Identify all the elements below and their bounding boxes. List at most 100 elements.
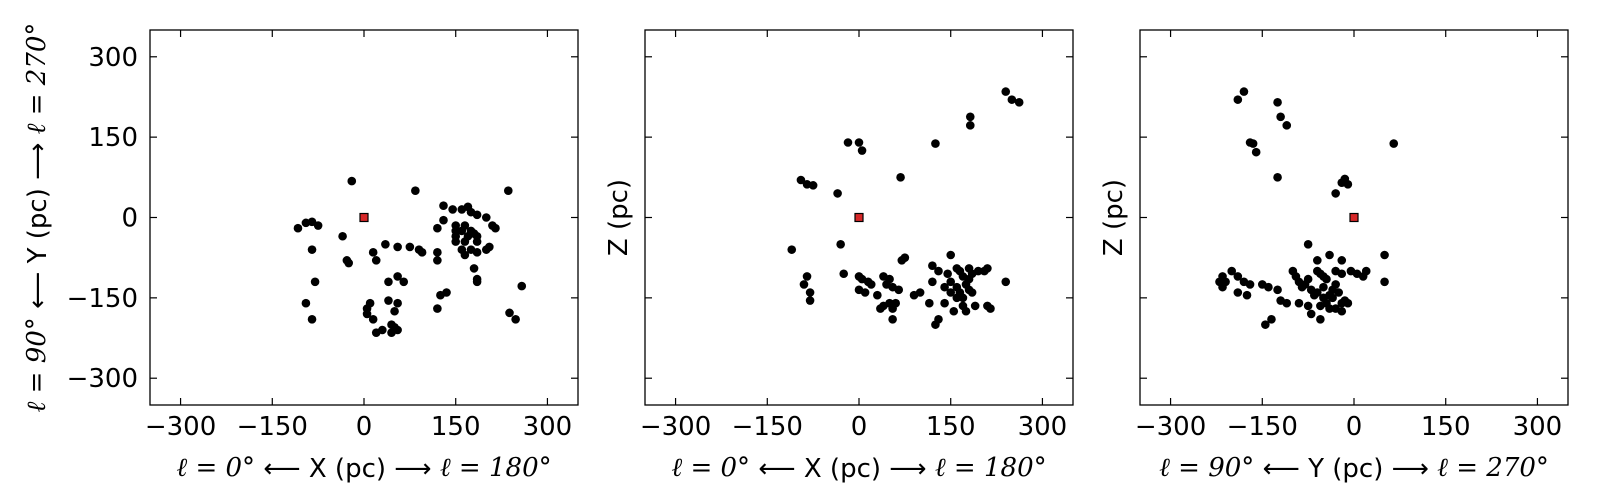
- data-point: [854, 138, 864, 147]
- data-point: [943, 269, 952, 279]
- data-point: [1316, 301, 1325, 311]
- x-tick-label: 150: [1421, 412, 1471, 442]
- data-point: [517, 281, 527, 291]
- data-point: [805, 288, 815, 297]
- data-point: [931, 139, 940, 148]
- data-point: [843, 138, 853, 147]
- panel-xz: −300 −150 0 150 300 ℓ = 0° ⟵ X (pc) ⟶ ℓ = 180…: [604, 29, 1074, 484]
- data-point: [1264, 282, 1273, 292]
- data-point: [897, 256, 907, 265]
- data-point: [399, 277, 409, 287]
- data-point: [1294, 298, 1304, 308]
- data-point: [965, 121, 975, 130]
- data-point: [417, 248, 427, 257]
- x-tick-label: −300: [640, 412, 711, 442]
- data-point: [833, 189, 842, 198]
- data-point: [888, 314, 897, 324]
- data-point: [503, 186, 513, 196]
- y-tick-label: −300: [67, 364, 138, 394]
- data-point: [368, 248, 378, 257]
- data-point: [433, 223, 442, 233]
- x-tick-label: 150: [926, 412, 976, 442]
- x-tick-label: 0: [356, 412, 373, 442]
- x-axis-label-arrow-right: ⟶: [1383, 454, 1429, 484]
- y-axis-label-text: Z (pc): [604, 179, 634, 256]
- x-tick-label: −300: [145, 412, 216, 442]
- x-tick-label: −150: [237, 412, 308, 442]
- x-axis-label-arrow-right: ⟶: [386, 454, 432, 484]
- data-point: [310, 277, 320, 287]
- data-point: [894, 285, 904, 295]
- data-point: [1007, 95, 1017, 104]
- data-point: [896, 173, 905, 182]
- data-point: [1322, 274, 1331, 284]
- data-point: [384, 277, 393, 287]
- x-axis-label-arrow-left: ⟵: [1254, 454, 1300, 484]
- data-point: [934, 266, 943, 276]
- data-point: [460, 250, 470, 260]
- x-axis-label-text: X (pc): [301, 454, 386, 484]
- data-point: [1218, 282, 1227, 292]
- data-point: [368, 314, 378, 324]
- data-point: [983, 264, 992, 273]
- data-point: [961, 306, 971, 316]
- data-point: [808, 181, 818, 190]
- data-point: [1328, 285, 1337, 295]
- data-point: [970, 301, 980, 311]
- data-point: [307, 245, 317, 254]
- data-point: [469, 264, 479, 273]
- x-axis-label-arrow-left: ⟵: [750, 454, 796, 484]
- data-point: [481, 213, 491, 222]
- data-point: [888, 304, 897, 313]
- x-tick-label: 300: [1513, 412, 1563, 442]
- plot-frame: [149, 29, 579, 406]
- y-axis-label-text: Z (pc): [1099, 179, 1129, 256]
- x-axis-label-right: ℓ = 270°: [1429, 453, 1549, 483]
- origin-marker: [854, 212, 864, 223]
- origin-marker: [1349, 212, 1359, 223]
- data-point: [371, 328, 381, 337]
- data-point: [393, 298, 402, 308]
- data-point: [1261, 320, 1270, 329]
- data-point: [802, 272, 812, 281]
- data-point: [338, 231, 347, 241]
- data-point: [1001, 87, 1011, 96]
- data-point: [439, 201, 448, 211]
- panel-yz: −300 −150 0 150 300 ℓ = 90° ⟵ Y (pc) ⟶ ℓ = 27…: [1099, 29, 1569, 484]
- data-point: [1319, 293, 1328, 303]
- plot-frame: [1139, 29, 1569, 406]
- data-point: [457, 226, 467, 236]
- x-axis-label: ℓ = 90° ⟵ Y (pc) ⟶ ℓ = 270°: [1159, 453, 1549, 484]
- data-point: [866, 280, 876, 289]
- data-point: [857, 146, 867, 155]
- data-point: [1319, 282, 1328, 292]
- data-point: [1313, 256, 1322, 265]
- data-point: [1306, 309, 1316, 319]
- data-point: [491, 223, 500, 233]
- plot-frame: [644, 29, 1074, 406]
- x-axis-label-right: ℓ = 180°: [432, 453, 552, 483]
- x-axis-label: ℓ = 0° ⟵ X (pc) ⟶ ℓ = 180°: [671, 453, 1046, 484]
- data-point: [1239, 87, 1249, 96]
- y-axis-label-left: ℓ = 90°: [22, 317, 52, 412]
- data-point: [965, 112, 975, 122]
- y-axis-label-text: Y (pc): [23, 188, 53, 272]
- data-point: [799, 280, 809, 289]
- data-point: [967, 288, 977, 297]
- data-point: [1001, 277, 1011, 287]
- x-axis-label: ℓ = 0° ⟵ X (pc) ⟶ ℓ = 180°: [176, 453, 551, 484]
- data-point: [928, 277, 937, 287]
- data-point: [433, 248, 442, 257]
- data-point: [1245, 280, 1255, 289]
- data-point: [451, 237, 461, 246]
- data-point: [1273, 173, 1282, 182]
- data-point: [505, 308, 514, 318]
- data-point: [1337, 306, 1347, 316]
- data-point: [347, 176, 357, 186]
- data-point: [433, 304, 442, 313]
- data-point: [362, 309, 372, 319]
- x-axis-label-arrow-left: ⟵: [255, 454, 301, 484]
- data-point: [393, 242, 402, 252]
- data-point: [405, 242, 415, 252]
- data-point: [940, 282, 949, 292]
